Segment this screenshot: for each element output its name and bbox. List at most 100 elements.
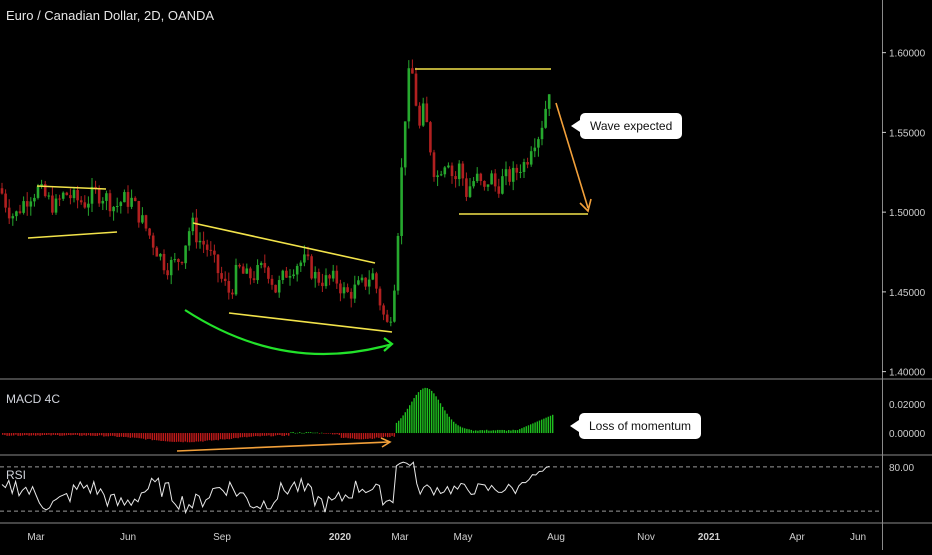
macd-bar (103, 433, 105, 437)
candle-body (483, 180, 486, 187)
macd-bar (167, 433, 169, 442)
macd-bar (457, 425, 459, 434)
candle-body (123, 192, 126, 203)
candle-body (94, 186, 97, 189)
candle-body (303, 254, 306, 263)
candle-body (277, 280, 281, 293)
candle-body (331, 270, 335, 279)
macd-bar (204, 433, 206, 441)
candle-body (169, 259, 173, 276)
macd-bar (257, 433, 259, 437)
macd-bar (527, 425, 530, 434)
candle-body (202, 240, 205, 245)
candle-body (486, 184, 490, 187)
candle-body (267, 267, 270, 279)
macd-bar (140, 433, 142, 439)
rsi-tick-label: 80.00 (889, 463, 914, 474)
candle-body (270, 278, 274, 285)
x-tick-label: Sep (213, 532, 231, 543)
macd-bar (208, 433, 211, 441)
macd-bar (294, 432, 296, 434)
macd-bar (466, 428, 468, 434)
macd-bar (87, 433, 90, 436)
macd-bar (365, 433, 367, 439)
candle-body (321, 282, 324, 287)
macd-bar (514, 430, 516, 434)
macd-bar (94, 433, 96, 436)
candle-body (317, 271, 321, 283)
macd-bar (41, 433, 43, 436)
macd-bar (46, 433, 48, 436)
candle-body (241, 266, 245, 274)
candle-body (191, 217, 195, 232)
candle-body (393, 290, 396, 322)
macd-bar (263, 433, 266, 436)
macd-bar (206, 433, 208, 441)
macd-bar (470, 429, 472, 434)
macd-bar (268, 433, 270, 436)
macd-bar (532, 423, 534, 434)
macd-bar (116, 433, 118, 437)
macd-bar (142, 433, 145, 439)
macd-bar (472, 430, 475, 434)
candle-body (342, 287, 346, 294)
candle-body (475, 173, 479, 182)
candle-body (432, 152, 436, 178)
candle-body (205, 244, 209, 250)
macd-bar (523, 427, 525, 434)
macd-bar (134, 433, 136, 438)
macd-bar (233, 433, 235, 439)
macd-bar (101, 433, 103, 436)
macd-bar (347, 433, 349, 439)
macd-bar (156, 433, 158, 441)
candle-body (324, 275, 328, 287)
macd-bar (59, 433, 61, 436)
chart-title: Euro / Canadian Dollar, 2D, OANDA (6, 8, 215, 23)
candle-body (328, 275, 331, 279)
macd-bar (118, 433, 120, 437)
time-axis[interactable]: Mar Jun Sep 2020 Mar May Aug Nov 2021 Apr Jun (27, 532, 866, 543)
macd-bar (426, 388, 428, 434)
macd-histogram: 0.02000 0.00000 (2, 387, 926, 443)
macd-bar (219, 433, 222, 440)
wedge-bottom-line (228, 312, 393, 333)
candle-body (119, 202, 123, 206)
candle-body (378, 288, 382, 306)
price-axis[interactable]: 1.40000 1.45000 1.50000 1.55000 1.60000 (882, 49, 926, 379)
macd-bar (327, 433, 329, 434)
candle-body (508, 169, 511, 182)
macd-bar (459, 426, 461, 434)
candle-body (22, 201, 25, 213)
candle-body (461, 163, 465, 179)
rsi-line (1, 461, 550, 515)
macd-bar (189, 433, 191, 443)
candle-body (292, 274, 295, 277)
macd-bar (180, 433, 182, 442)
candle-body (252, 278, 256, 281)
candle-body (90, 186, 94, 204)
macd-bar (464, 428, 466, 434)
macd-bar (211, 433, 213, 441)
macd-bar (499, 429, 501, 434)
candle-body (407, 68, 411, 122)
x-tick-label: Mar (391, 532, 409, 543)
macd-bar (422, 388, 424, 434)
candle-body (371, 273, 375, 280)
wedge-top-line (192, 222, 376, 264)
candle-body (425, 103, 429, 123)
macd-bar (373, 433, 376, 439)
macd-bar (312, 432, 314, 434)
x-tick-label: Aug (547, 532, 565, 543)
candle-body (238, 264, 241, 267)
macd-bar (486, 429, 488, 434)
macd-bar (305, 432, 307, 434)
macd-bar (72, 433, 74, 436)
candle-body (389, 321, 393, 323)
candle-body (526, 162, 529, 165)
macd-bar (488, 430, 490, 434)
macd-bar (530, 424, 532, 434)
candle-body (151, 235, 155, 248)
candle-body (108, 193, 112, 212)
candle-body (274, 284, 277, 293)
